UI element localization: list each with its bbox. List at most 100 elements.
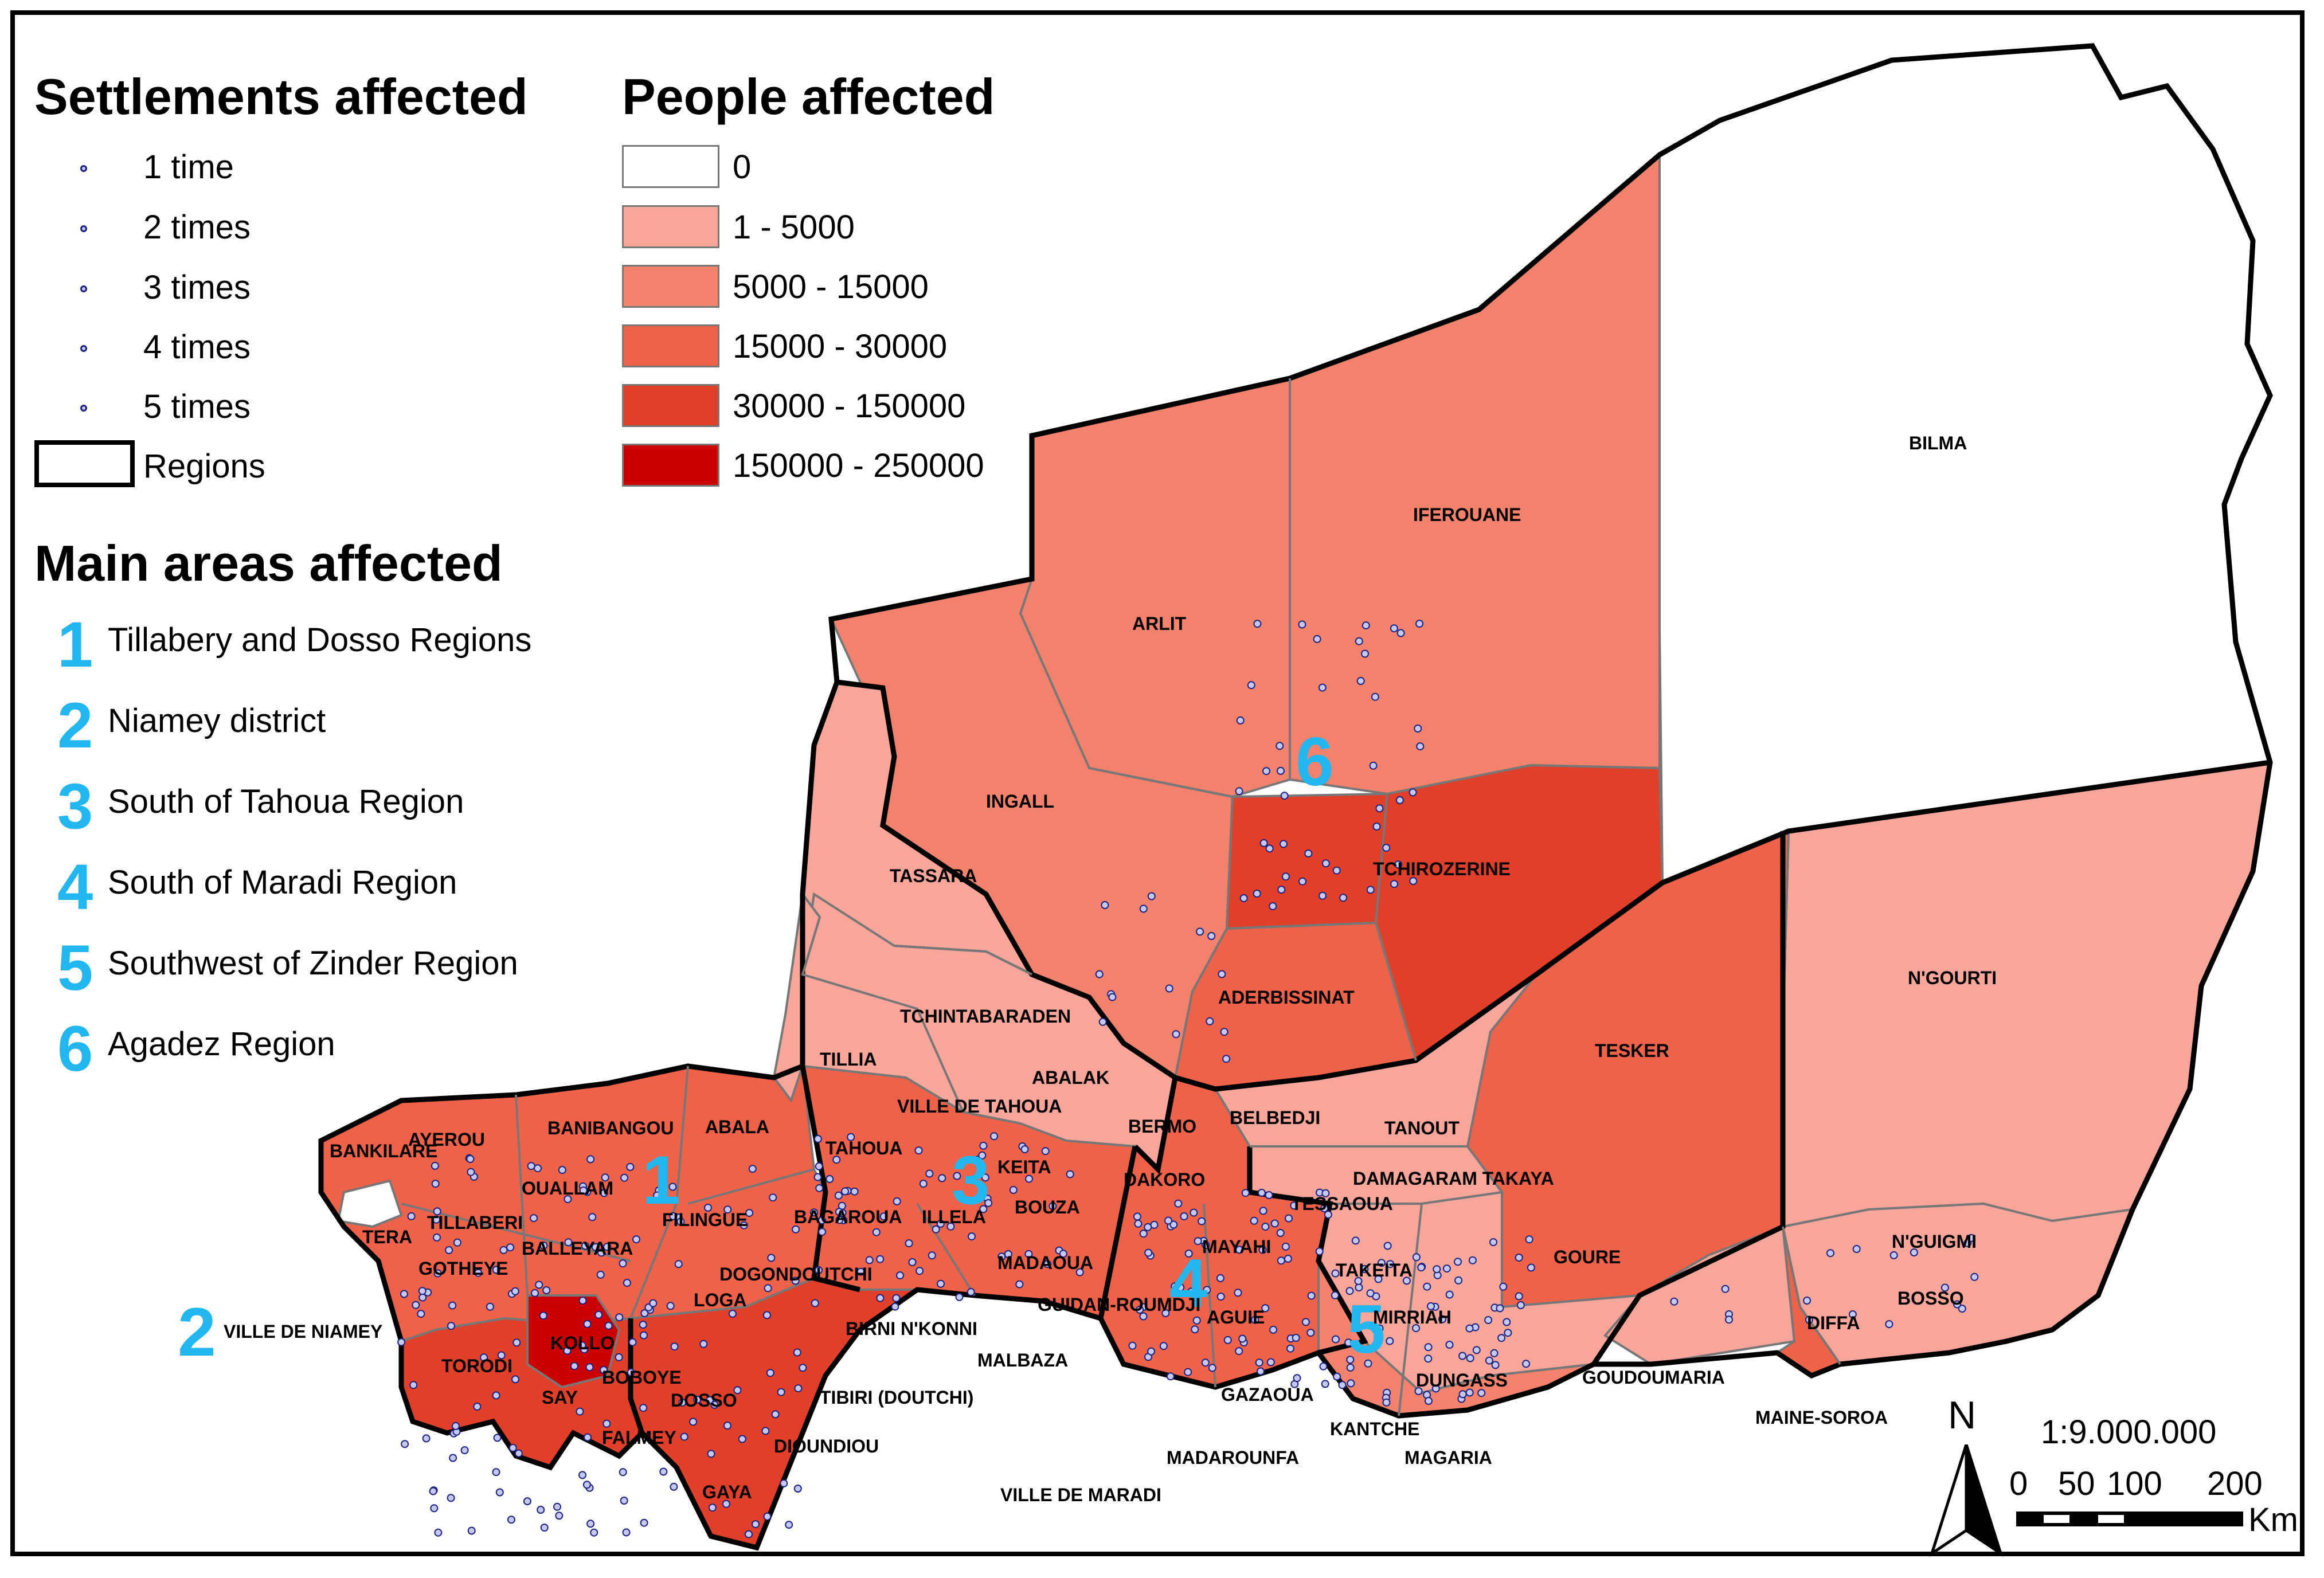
settlement-dot <box>1234 1289 1242 1297</box>
district-label: TAKEITA <box>1336 1260 1413 1281</box>
settlement-dot <box>622 1528 631 1537</box>
settlement-dot <box>486 1302 494 1311</box>
settlement-dot <box>639 1321 647 1329</box>
settlement-dot <box>1885 1320 1893 1329</box>
settlement-dot <box>1147 1347 1156 1356</box>
settlement-dot <box>619 1259 627 1268</box>
district-label: FALMEY <box>602 1427 676 1448</box>
settlement-dot <box>1235 787 1243 796</box>
district-label: BANIBANGOU <box>547 1118 674 1138</box>
settlement-dot <box>932 1225 940 1234</box>
settlement-dot <box>409 1381 418 1389</box>
settlement-dot <box>914 1146 923 1155</box>
district-label: GAYA <box>702 1482 752 1502</box>
settlement-dot <box>1499 1282 1508 1291</box>
settlement-dot <box>1670 1297 1679 1306</box>
settlement-dot <box>1390 624 1398 633</box>
settlement-dot <box>615 1353 623 1361</box>
settlement-dot <box>1134 1219 1143 1228</box>
settlement-dot <box>1208 1364 1216 1372</box>
settlement-dot <box>467 1168 475 1176</box>
settlement-dot <box>1004 1250 1012 1258</box>
settlement-dot <box>1301 1318 1310 1326</box>
settlement-dot <box>1425 1397 1433 1405</box>
settlement-dot <box>1276 742 1284 750</box>
settlement-dot <box>865 1256 874 1264</box>
settlement-dot <box>1203 1286 1211 1294</box>
district-label: ABALAK <box>1032 1067 1110 1088</box>
settlement-dot <box>583 1319 592 1328</box>
settlement-dot <box>1332 1335 1340 1344</box>
settlement-dot <box>564 1195 572 1203</box>
settlement-dot <box>564 1238 573 1247</box>
settlement-dot <box>1382 844 1391 852</box>
district-label: TIBIRI (DOUTCHI) <box>820 1387 974 1408</box>
settlement-dot <box>1360 1265 1369 1273</box>
scale-tick-0: 0 <box>2009 1465 2028 1502</box>
district-label: DOGONDOUTCHI <box>719 1264 873 1285</box>
settlement-dot <box>586 1155 595 1164</box>
settlement-dot <box>891 1302 899 1311</box>
district-label: TILLABERI <box>427 1212 523 1233</box>
area-label-6: Agadez Region <box>108 1025 335 1063</box>
settlement-dot <box>1383 1242 1392 1250</box>
settlement-dot <box>1313 635 1321 643</box>
settlement-dot <box>1147 892 1156 900</box>
settlement-dot <box>535 1281 543 1289</box>
settlement-dot <box>955 1293 964 1301</box>
settlement-dot <box>1826 1249 1834 1258</box>
settlement-dot <box>706 1396 714 1404</box>
district-label: BELBEDJI <box>1230 1107 1321 1128</box>
district-label: TESKER <box>1595 1040 1669 1061</box>
area-number-5: 5 <box>57 932 93 1004</box>
settlement-dot <box>1041 1147 1050 1156</box>
district-label: DUNGASS <box>1416 1370 1508 1391</box>
district-label: BAGAROUA <box>794 1207 902 1227</box>
settlement-dot <box>578 1471 586 1479</box>
north-arrow-icon <box>1929 1444 2004 1557</box>
settlement-dot <box>1344 1338 1353 1347</box>
area-number-4: 4 <box>57 851 93 923</box>
settlement-dot <box>811 1299 819 1307</box>
map-number-4: 4 <box>1169 1245 1208 1322</box>
settlement-dot <box>1223 1336 1232 1344</box>
district-label: SAY <box>542 1387 578 1408</box>
settlement-dot <box>708 1503 717 1512</box>
settlement-dot <box>984 1199 993 1207</box>
settlement-dot <box>1371 692 1379 701</box>
settlement-dot <box>1423 1282 1431 1291</box>
settlement-dot <box>460 1446 469 1455</box>
settlement-dot <box>1489 1238 1497 1247</box>
settlement-dot <box>1187 1287 1195 1296</box>
settlement-dot <box>585 1363 594 1372</box>
settlement-dot <box>1193 1267 1202 1275</box>
settlement-dot <box>1216 1293 1225 1301</box>
settlement-dot <box>1015 1280 1024 1289</box>
district-label: N'GOURTI <box>1908 968 1997 988</box>
settlement-dot <box>1139 1312 1148 1321</box>
settlement-dot <box>937 1279 945 1288</box>
settlement-dot <box>668 1182 677 1191</box>
settlement-dot <box>1128 1341 1137 1350</box>
settlement-dot <box>908 1258 917 1266</box>
settlement-dot <box>1139 1229 1148 1238</box>
settlement-dot <box>590 1528 598 1537</box>
settlement-dot <box>674 1260 683 1268</box>
settlement-dot <box>1198 1217 1206 1225</box>
settlement-dot <box>433 1207 441 1216</box>
settlement-dot <box>938 1174 946 1182</box>
settlement-dot <box>1277 766 1285 775</box>
settlement-dot <box>689 1418 698 1426</box>
district-label: ILLELA <box>922 1207 986 1227</box>
settlement-dot <box>584 1433 592 1442</box>
settlement-dot <box>1369 761 1378 770</box>
settlement-dot <box>799 1364 807 1372</box>
people-class-5: 150000 - 250000 <box>733 447 984 484</box>
settlement-dot <box>453 1238 461 1247</box>
settlement-dot <box>1940 1283 1949 1292</box>
district-label: BILMA <box>1909 433 1967 453</box>
settlement-dot <box>604 1322 613 1330</box>
district-label: MAINE-SOROA <box>1755 1407 1888 1428</box>
settlement-dot <box>780 1479 788 1487</box>
